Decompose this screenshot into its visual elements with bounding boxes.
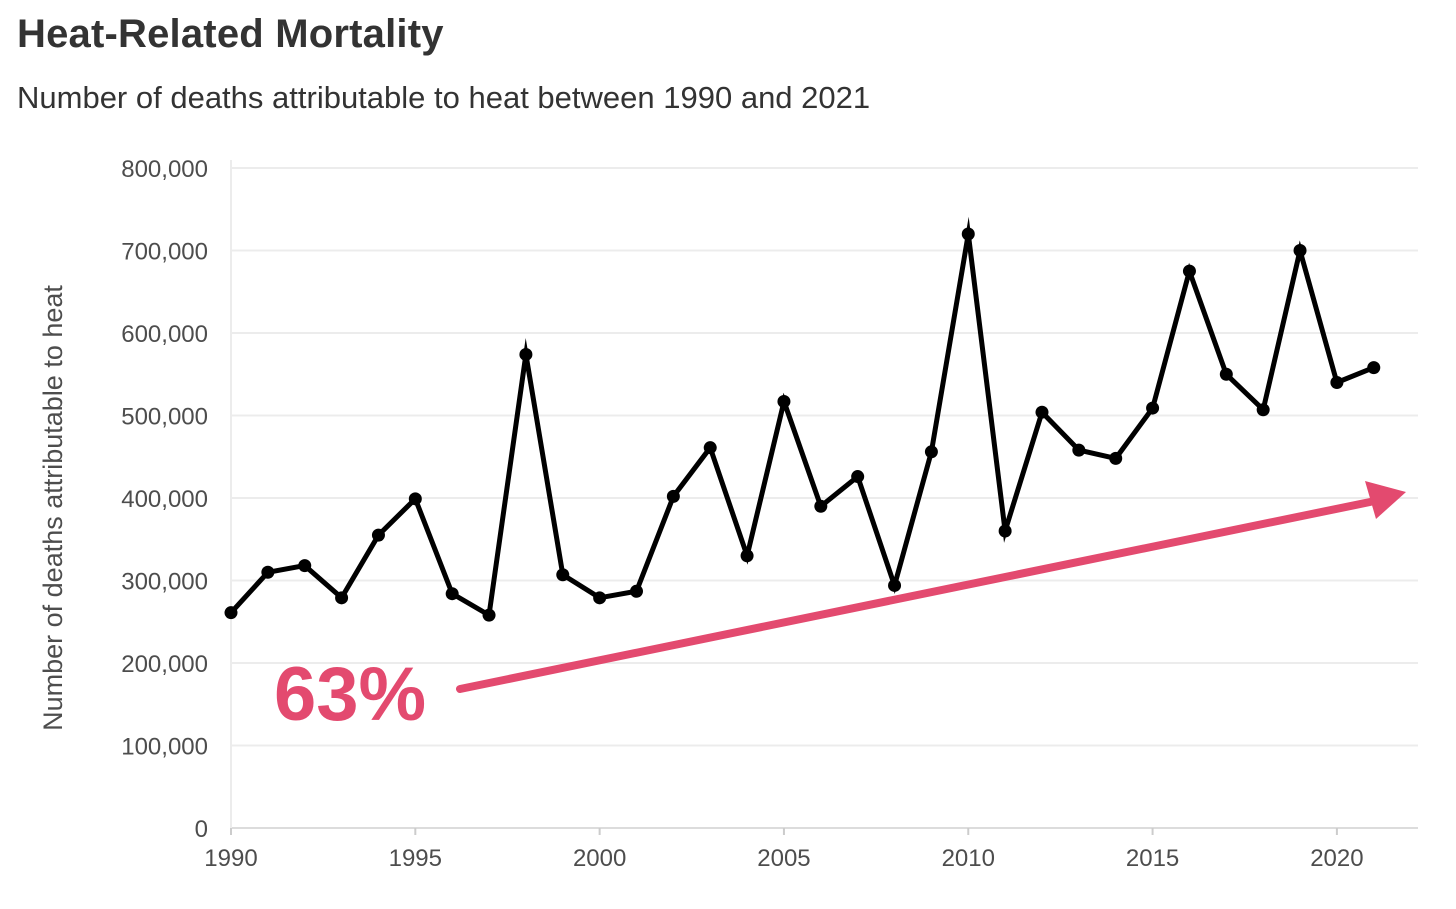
data-point [371,528,385,542]
trend-arrow-line [456,498,1374,693]
data-point [998,524,1012,538]
x-tick-label: 2000 [573,845,626,872]
data-point [961,227,975,241]
y-tick-label: 600,000 [121,321,208,348]
data-point [740,549,754,563]
data-point [814,499,828,513]
data-point [556,568,570,582]
data-point [851,470,865,484]
data-point [408,492,422,506]
data-point [1293,244,1307,257]
trend-arrow-head [1365,481,1406,519]
chart-subtitle: Number of deaths attributable to heat be… [17,80,871,115]
data-point [1219,367,1233,381]
data-point [1072,443,1086,457]
x-tick-label: 2020 [1310,845,1363,872]
y-tick-label: 700,000 [121,239,208,266]
x-tick-label: 2010 [942,845,995,872]
series-line [229,216,1375,620]
data-point [298,559,312,573]
y-tick-label: 300,000 [121,569,208,596]
y-tick-label: 100,000 [121,734,208,761]
data-point [482,608,496,622]
data-point [1182,264,1196,278]
data-point [1256,403,1270,417]
y-tick-label: 500,000 [121,404,208,431]
y-tick-label: 800,000 [121,156,208,183]
y-tick-label: 400,000 [121,486,208,513]
data-point [1109,451,1123,465]
data-point [335,591,349,605]
data-point [1367,361,1381,375]
annotation-label: 63% [274,652,426,737]
grid-lines [231,167,1418,829]
x-tick-label: 2015 [1126,845,1179,872]
x-tick-label: 1990 [204,845,257,872]
data-point [445,587,459,601]
x-tick-label: 2005 [757,845,810,872]
data-point [629,584,643,598]
data-point [593,591,607,605]
data-point [888,578,902,592]
data-point [1035,405,1049,419]
y-axis-title: Number of deaths attributable to heat [38,285,68,731]
data-point [1146,401,1160,415]
x-tick-label: 1995 [389,845,442,872]
data-point [777,394,791,408]
data-point [703,441,717,455]
chart-title: Heat-Related Mortality [17,12,444,56]
data-point [666,489,680,503]
data-point [924,445,938,459]
data-point [224,606,238,620]
axes: 0 100,000 200,000 300,000 400,000 500,000 600,… [121,156,1363,872]
y-tick-label: 200,000 [121,651,208,678]
data-point [1330,376,1344,389]
y-tick-label: 0 [195,816,208,843]
data-point [519,347,533,361]
trend-annotation: 63% [274,481,1406,737]
series-layer [224,216,1381,622]
data-point [261,565,275,579]
